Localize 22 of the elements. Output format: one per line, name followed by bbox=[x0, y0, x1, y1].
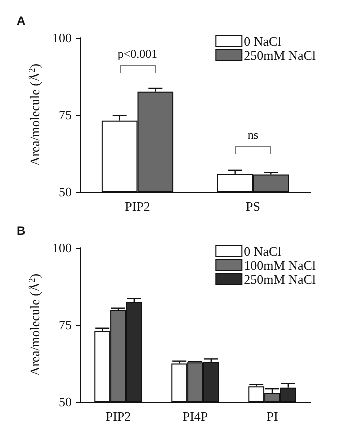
x-tick-label: PIP2 bbox=[106, 409, 132, 424]
annotation: p<0.001 bbox=[116, 46, 159, 62]
y-axis-title: Area/molecule (Å2) bbox=[27, 64, 43, 166]
y-tick-label: 75 bbox=[59, 108, 72, 122]
annotation: ns bbox=[246, 128, 260, 144]
y-tick-label: 50 bbox=[59, 184, 72, 200]
y-tick-label: 75 bbox=[59, 318, 72, 332]
chart-title: A bbox=[17, 14, 26, 28]
legend-label: 100mM NaCl bbox=[244, 258, 316, 273]
y-tick-label: 100 bbox=[52, 30, 72, 46]
legend-label: 250mM NaCl bbox=[244, 272, 316, 287]
x-tick-label: PS bbox=[246, 199, 260, 214]
y-tick-label: 50 bbox=[59, 394, 72, 410]
chart-title: B bbox=[17, 224, 26, 238]
x-tick-label: PIP2 bbox=[125, 199, 150, 214]
y-tick-label: 100 bbox=[52, 240, 72, 256]
x-tick-label: PI4P bbox=[182, 409, 208, 424]
legend-label: 0 NaCl bbox=[244, 244, 282, 259]
y-axis-title: Area/molecule (Å2) bbox=[27, 274, 43, 376]
legend-label: 0 NaCl bbox=[244, 34, 282, 49]
x-tick-label: PI bbox=[266, 409, 278, 424]
legend-label: 250mM NaCl bbox=[244, 48, 316, 63]
